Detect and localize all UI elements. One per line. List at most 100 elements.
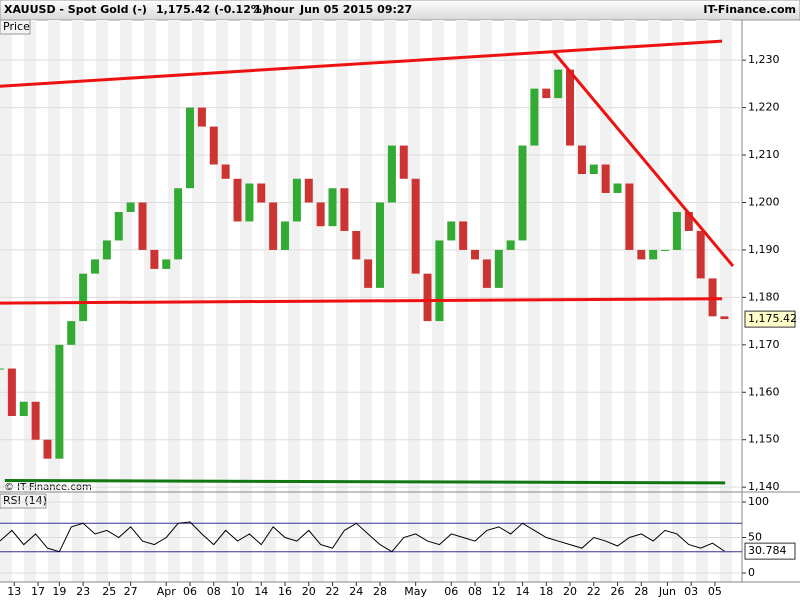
candle xyxy=(482,259,491,288)
stripe xyxy=(504,20,516,492)
candle xyxy=(613,183,622,193)
y-tick-label: 1,230 xyxy=(748,53,780,66)
candle xyxy=(186,107,195,189)
y-tick-label: 50 xyxy=(748,531,762,544)
y-tick-label: 1,180 xyxy=(748,290,780,303)
background xyxy=(0,20,732,582)
candle xyxy=(637,249,646,260)
candle xyxy=(459,221,468,250)
stripe xyxy=(72,20,84,492)
candle xyxy=(281,221,290,250)
candle xyxy=(720,316,729,320)
candle xyxy=(114,211,123,241)
x-tick-label: 27 xyxy=(124,585,138,598)
x-tick-label: 20 xyxy=(563,585,577,598)
candle xyxy=(494,249,503,288)
x-tick-label: 19 xyxy=(52,585,66,598)
last-price-label: 1,175.42 xyxy=(748,312,797,325)
candle xyxy=(67,321,76,345)
stripe xyxy=(672,20,684,492)
x-tick-label: 16 xyxy=(278,585,292,598)
header-bar xyxy=(0,0,800,21)
stripe xyxy=(456,20,468,492)
y-tick-label: 1,190 xyxy=(748,243,780,256)
trendline xyxy=(551,50,735,268)
stripe xyxy=(312,20,324,492)
y-tick-label: 1,170 xyxy=(748,338,780,351)
trendline xyxy=(4,479,726,485)
candle xyxy=(601,164,610,193)
x-tick-label: 14 xyxy=(516,585,530,598)
candle xyxy=(269,202,278,250)
x-tick-label: 13 xyxy=(7,585,21,598)
x-tick-label: Jun xyxy=(658,585,676,598)
y-tick-label: 1,160 xyxy=(748,385,780,398)
x-tick-label: 23 xyxy=(76,585,90,598)
x-tick-label: 03 xyxy=(684,585,698,598)
x-tick-label: 06 xyxy=(183,585,197,598)
last-price-box xyxy=(744,310,796,328)
interval: 1 hour xyxy=(254,3,295,16)
stripe xyxy=(288,20,300,492)
candle xyxy=(43,439,52,459)
x-tick-label: 12 xyxy=(492,585,506,598)
x-tick-label: 26 xyxy=(611,585,625,598)
candle xyxy=(554,69,563,99)
candle xyxy=(387,145,396,203)
y-tick-label: 1,140 xyxy=(748,480,780,493)
candle xyxy=(7,368,16,416)
x-tick-label: May xyxy=(404,585,427,598)
y-tick-label: 1,210 xyxy=(748,148,780,161)
x-tick-label: 20 xyxy=(302,585,316,598)
y-tick-label: 1,220 xyxy=(748,101,780,114)
candle xyxy=(589,164,598,175)
panel-title: RSI (14) xyxy=(3,494,47,507)
x-tick-label: Apr xyxy=(157,585,177,598)
x-tick-label: 28 xyxy=(634,585,648,598)
x-tick-label: 24 xyxy=(349,585,363,598)
candle xyxy=(55,344,64,459)
x-tick-label: 06 xyxy=(444,585,458,598)
stripe xyxy=(192,20,204,492)
candle xyxy=(625,183,634,250)
stripe xyxy=(576,20,588,492)
stripe xyxy=(120,20,132,492)
panel-title: Price xyxy=(3,20,30,33)
x-tick-label: 25 xyxy=(102,585,116,598)
stripe xyxy=(600,20,612,492)
candle xyxy=(126,202,135,212)
candle xyxy=(79,273,88,322)
candle xyxy=(138,202,147,250)
stripe xyxy=(168,20,180,492)
candle xyxy=(376,202,385,288)
candle xyxy=(649,249,658,260)
candle xyxy=(162,259,171,269)
candle xyxy=(328,188,337,227)
timestamp: Jun 05 2015 09:27 xyxy=(299,3,412,16)
candle xyxy=(257,183,266,203)
stripe xyxy=(480,20,492,492)
stripe xyxy=(624,20,636,492)
candle xyxy=(340,188,349,231)
stripe xyxy=(336,20,348,492)
x-tick-label: 17 xyxy=(31,585,45,598)
candle xyxy=(506,240,515,250)
x-tick-label: 05 xyxy=(708,585,722,598)
candle xyxy=(233,178,242,222)
candle xyxy=(91,259,100,274)
candle xyxy=(399,145,408,179)
panel-label-box xyxy=(0,493,47,509)
symbol: XAUUSD - Spot Gold (-) xyxy=(4,3,147,16)
x-tick-label: 08 xyxy=(468,585,482,598)
rsi-line xyxy=(0,521,725,553)
candle xyxy=(577,145,586,175)
stripe xyxy=(384,20,396,492)
stripe xyxy=(264,20,276,492)
last-value-label: 30.784 xyxy=(748,544,787,557)
stripe xyxy=(144,20,156,492)
candle xyxy=(19,401,28,416)
y-tick-label: 1,150 xyxy=(748,433,780,446)
x-tick-label: 18 xyxy=(539,585,553,598)
stripe xyxy=(96,20,108,492)
